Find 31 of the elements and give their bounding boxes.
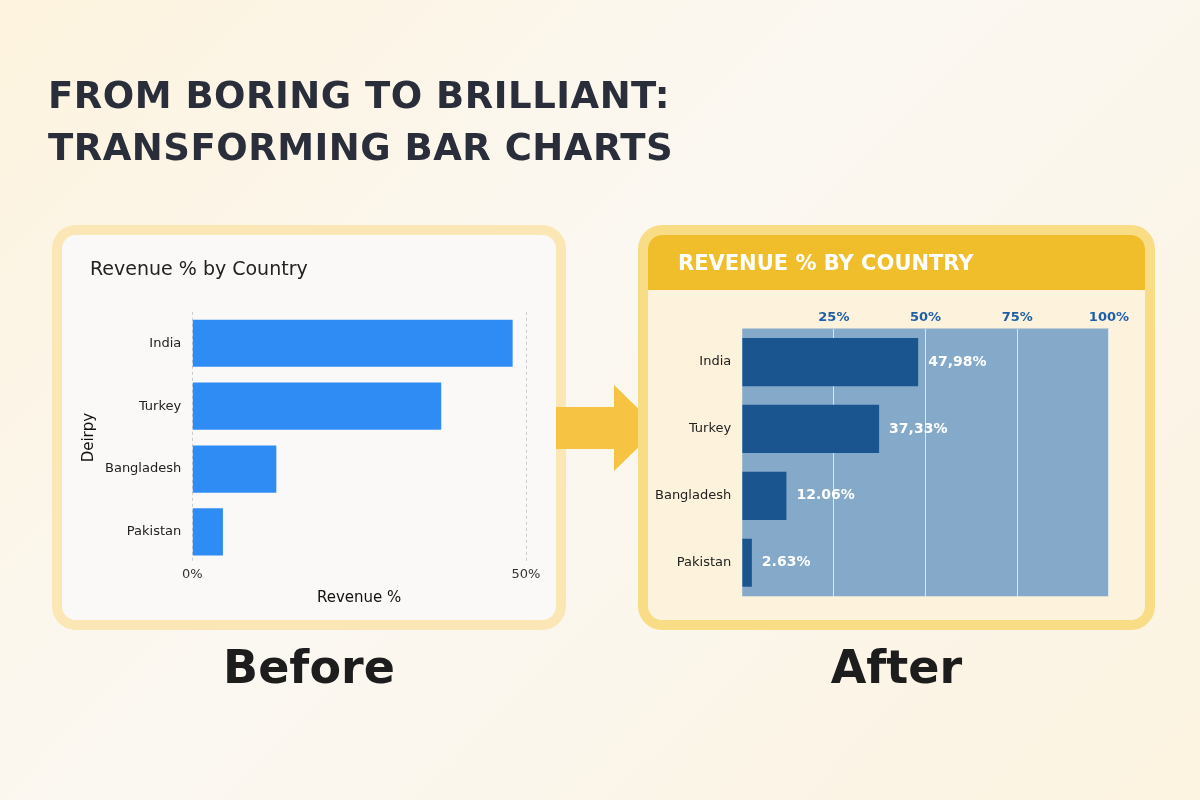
text: FROM BORING TO BRILLIANT: TRANSFORMING BAR CHARTS <box>48 73 675 171</box>
text: After <box>829 640 964 694</box>
bar <box>742 471 787 520</box>
bar <box>192 445 277 493</box>
x-tick-label: 25% <box>818 309 850 325</box>
y-tick-label: Bangladesh <box>105 460 182 476</box>
bar <box>742 337 919 387</box>
data-label: 2.63% <box>761 553 811 570</box>
bar <box>192 508 223 556</box>
bar <box>742 538 752 587</box>
y-axis-title: Deirpy <box>78 412 97 463</box>
chart-title: REVENUE % BY COUNTRY <box>678 251 974 275</box>
bar <box>742 404 880 454</box>
y-tick-label: Turkey <box>687 420 732 436</box>
y-tick-label: Pakistan <box>126 523 182 539</box>
x-tick-label: 0% <box>181 565 203 581</box>
y-tick-label: Pakistan <box>676 554 732 570</box>
x-tick-label: 100% <box>1088 309 1130 325</box>
bar <box>192 382 442 430</box>
x-axis-title: Revenue % <box>316 587 402 606</box>
bar <box>192 319 513 367</box>
data-label: 47,98% <box>928 352 987 369</box>
y-tick-label: India <box>149 334 182 350</box>
y-tick-label: Turkey <box>137 397 182 413</box>
chart-title: Revenue % by Country <box>90 257 308 279</box>
x-tick-label: 75% <box>1001 309 1033 325</box>
x-tick-label: 50% <box>910 309 942 325</box>
x-tick-label: 50% <box>511 565 541 581</box>
text: Before <box>222 640 396 694</box>
y-tick-label: India <box>699 353 732 369</box>
y-tick-label: Bangladesh <box>655 487 732 503</box>
